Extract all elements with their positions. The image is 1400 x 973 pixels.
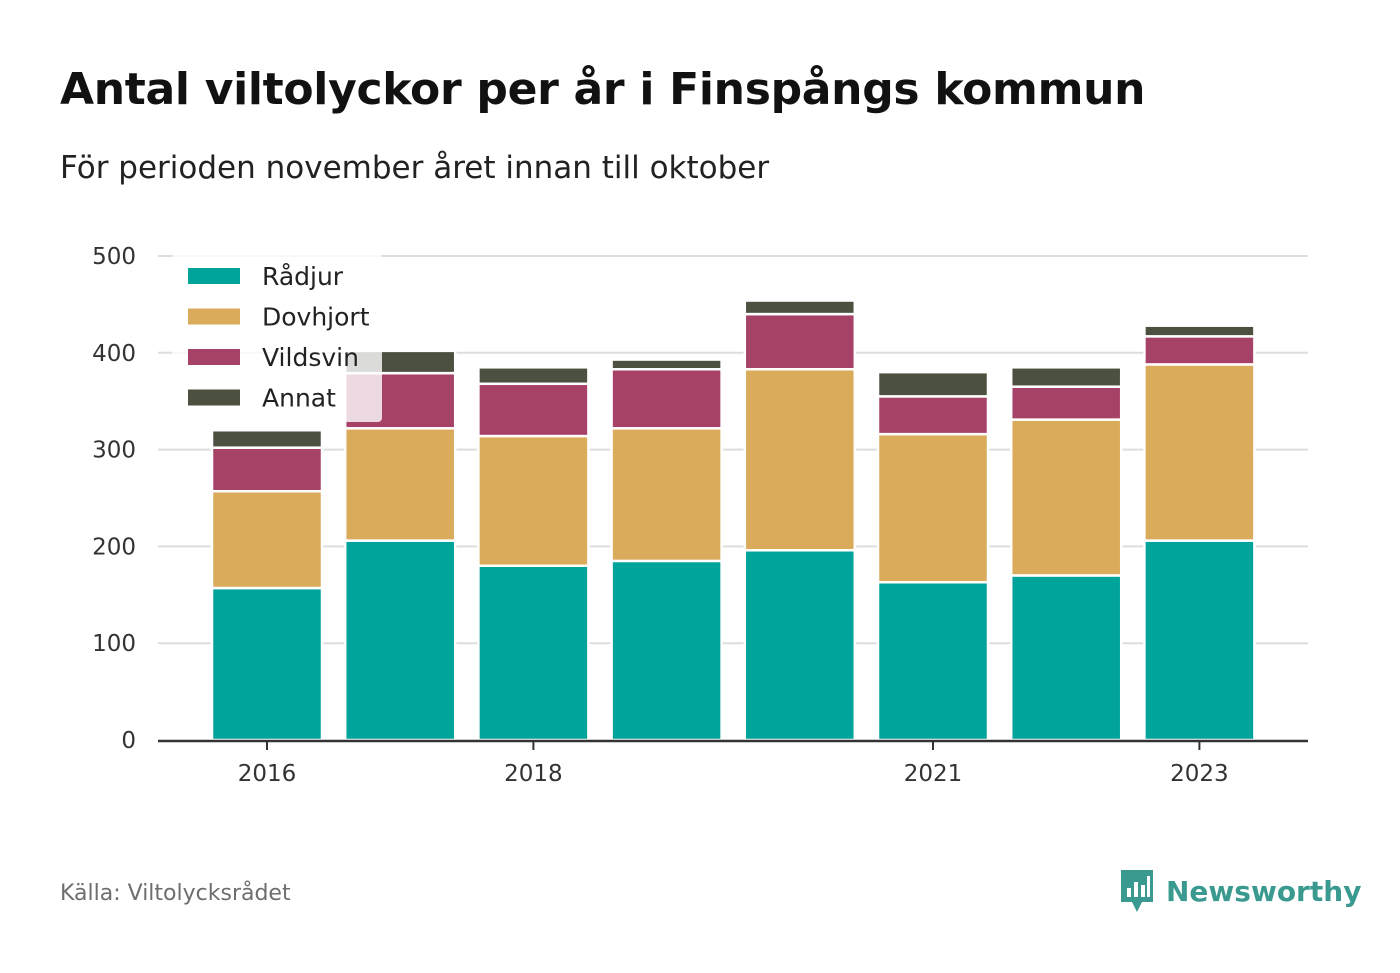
legend-label: Vildsvin <box>262 343 359 372</box>
bar-segment <box>743 368 857 552</box>
bar-segment <box>343 427 457 542</box>
bar-segment <box>1009 366 1123 388</box>
legend-background <box>172 254 382 422</box>
y-tick-label: 300 <box>92 438 136 464</box>
bar-segment <box>743 299 857 316</box>
y-tick-label: 400 <box>92 341 136 367</box>
bar-segment <box>1143 363 1256 542</box>
chart-subtitle: För perioden november året innan till ok… <box>60 150 770 186</box>
legend-label: Annat <box>262 384 336 413</box>
bar-segment <box>610 368 723 430</box>
legend-swatch <box>188 349 240 365</box>
bar-segment <box>343 539 457 742</box>
x-tick-label: 2016 <box>238 761 297 787</box>
bar-segment <box>477 382 590 438</box>
bar-segment <box>876 395 990 436</box>
bar-segment <box>210 489 324 590</box>
bar-segment <box>477 564 590 742</box>
legend-label: Rådjur <box>262 262 344 291</box>
bar-segment <box>1143 335 1256 366</box>
bar-segment <box>743 549 857 742</box>
bar-segment <box>210 446 324 493</box>
bar-segment <box>610 559 723 742</box>
bar-segment <box>1009 418 1123 577</box>
x-tick-label: 2018 <box>504 761 563 787</box>
bar-segment <box>1009 385 1123 421</box>
legend-swatch <box>188 389 240 406</box>
axes: 0 100 200 300 400 500 2016 2018 2021 2023 <box>92 244 1308 787</box>
bar-segment <box>1009 574 1123 742</box>
bars <box>210 299 1256 742</box>
legend: Rådjur Dovhjort Vildsvin Annat <box>172 254 382 422</box>
brand-logo: Newsworthy <box>1118 868 1361 914</box>
brand-name: Newsworthy <box>1166 874 1362 908</box>
bar-segment <box>743 312 857 371</box>
legend-label: Dovhjort <box>262 303 370 332</box>
bar-segment <box>210 428 324 449</box>
x-tick-label: 2023 <box>1170 761 1229 787</box>
bar-segment <box>876 432 990 584</box>
bar-segment <box>1143 539 1256 742</box>
y-tick-label: 100 <box>92 631 136 657</box>
y-tick-label: 200 <box>92 534 136 560</box>
bar-segment <box>876 370 990 398</box>
legend-swatch <box>188 308 240 325</box>
y-tick-label: 0 <box>121 728 136 754</box>
bar-segment <box>477 434 590 568</box>
bar-segment <box>876 580 990 742</box>
chart-title: Antal viltolyckor per år i Finspångs kom… <box>60 64 1146 115</box>
bar-segment <box>477 366 590 386</box>
bar-segment <box>1143 324 1256 338</box>
bar-segment <box>610 358 723 371</box>
bar-segment <box>610 427 723 563</box>
legend-swatch <box>188 268 240 284</box>
x-tick-label: 2021 <box>904 761 963 787</box>
bar-segment <box>210 586 324 742</box>
y-tick-label: 500 <box>92 244 136 270</box>
newsworthy-icon <box>1121 870 1153 912</box>
source-note: Källa: Viltolycksrådet <box>60 881 291 906</box>
